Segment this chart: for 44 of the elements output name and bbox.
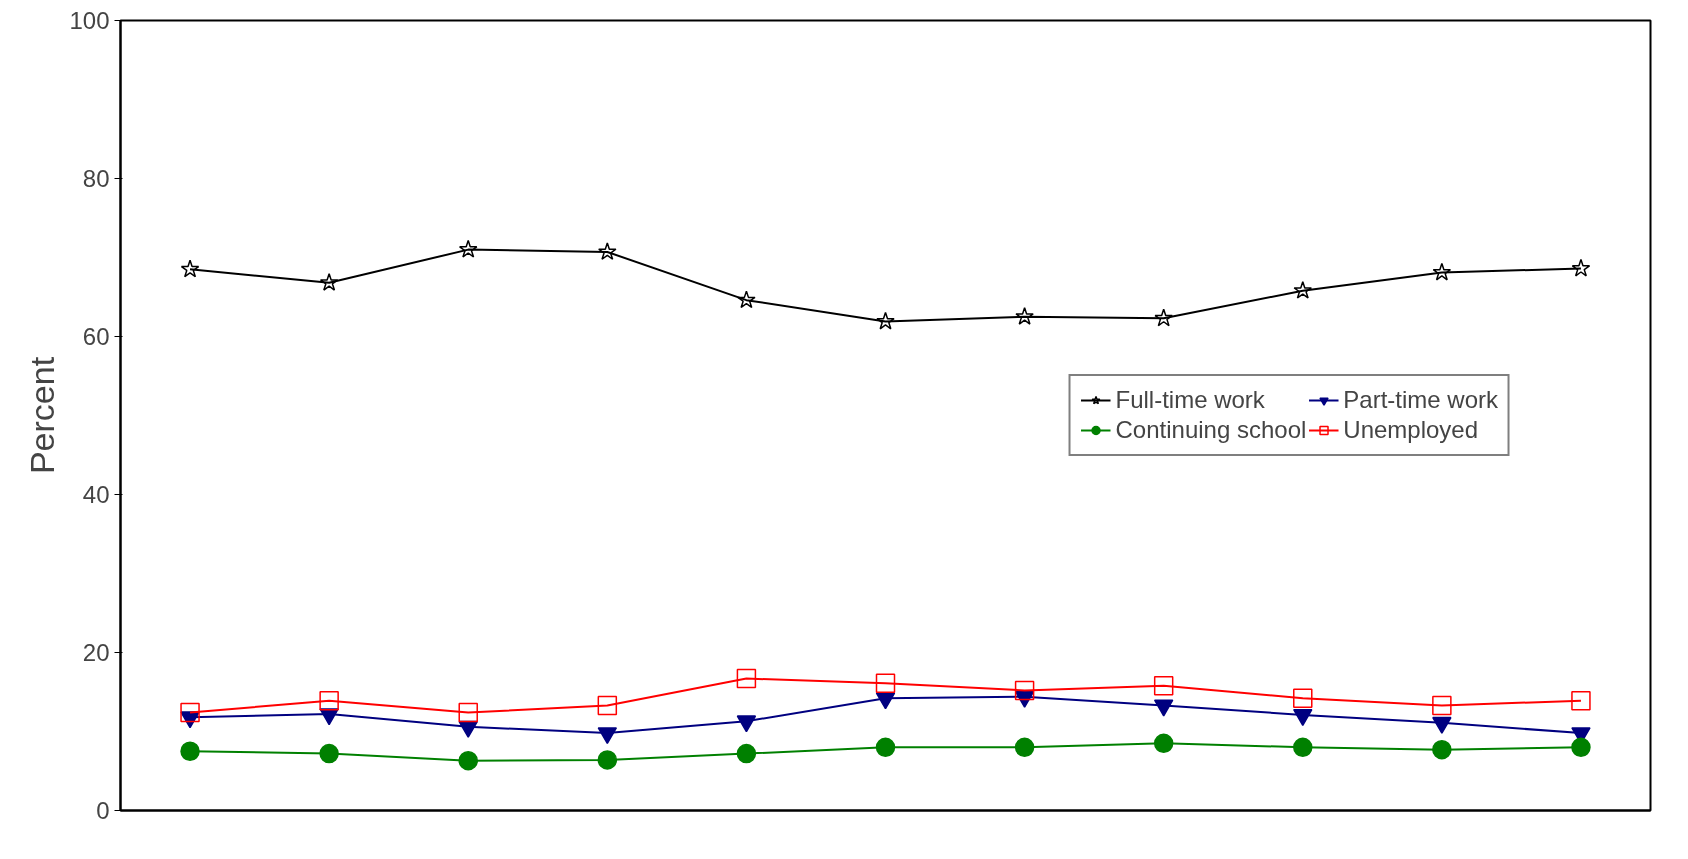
point bbox=[1153, 675, 1174, 696]
y-axis-title: Percent bbox=[23, 356, 62, 475]
point bbox=[1571, 258, 1591, 277]
point bbox=[1015, 307, 1034, 325]
legend-label: Unemployed bbox=[1343, 416, 1479, 444]
y-tick-label: 20 bbox=[82, 639, 110, 666]
y-tick-label: 0 bbox=[96, 797, 110, 824]
point bbox=[1432, 695, 1452, 716]
point bbox=[1571, 737, 1591, 758]
point bbox=[876, 311, 895, 330]
point bbox=[1154, 308, 1173, 327]
point bbox=[458, 751, 478, 771]
point bbox=[180, 702, 200, 723]
point bbox=[737, 290, 756, 309]
point bbox=[319, 273, 339, 291]
point bbox=[1293, 280, 1313, 299]
point bbox=[458, 239, 478, 258]
legend-label: Full-time work bbox=[1115, 386, 1265, 414]
point bbox=[875, 737, 896, 758]
y-tick-label: 100 bbox=[69, 7, 110, 34]
point bbox=[1293, 688, 1313, 709]
y-tick-label: 60 bbox=[82, 323, 110, 350]
point bbox=[319, 743, 339, 764]
point bbox=[597, 695, 618, 716]
point bbox=[1571, 690, 1591, 711]
point bbox=[180, 741, 200, 761]
point bbox=[875, 673, 896, 694]
point bbox=[1293, 737, 1313, 758]
legend-label: Continuing school bbox=[1115, 416, 1307, 444]
point bbox=[180, 259, 200, 278]
legend-label: Part-time work bbox=[1343, 386, 1498, 414]
point bbox=[1014, 737, 1035, 758]
point bbox=[319, 690, 339, 711]
point bbox=[736, 743, 757, 764]
point bbox=[598, 242, 617, 260]
point bbox=[1432, 262, 1452, 281]
y-tick-label: 40 bbox=[82, 481, 110, 508]
point bbox=[736, 668, 757, 689]
point bbox=[1153, 733, 1174, 754]
point bbox=[597, 750, 618, 770]
point bbox=[458, 702, 478, 723]
point bbox=[1432, 739, 1452, 760]
point bbox=[1014, 680, 1035, 701]
y-tick-label: 80 bbox=[82, 165, 110, 192]
